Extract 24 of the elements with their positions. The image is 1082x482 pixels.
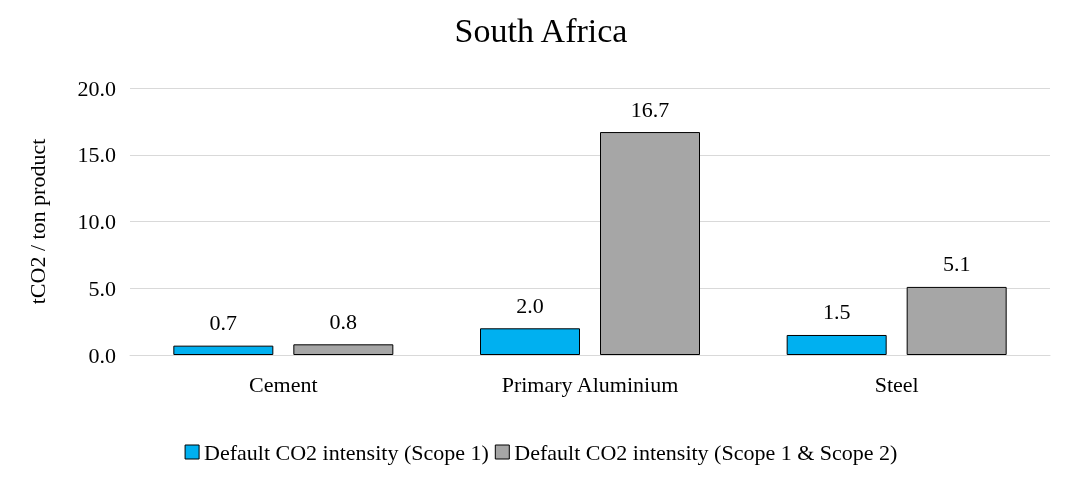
- y-tick-label: 15.0: [77, 142, 116, 168]
- data-label: 0.8: [329, 308, 358, 334]
- data-label: 16.7: [630, 96, 670, 122]
- bar: [480, 328, 580, 355]
- chart-title: South Africa: [454, 11, 628, 49]
- data-label: 5.1: [942, 251, 971, 277]
- bar: [600, 132, 700, 355]
- bar: [786, 334, 887, 355]
- y-tick-label: 10.0: [77, 209, 116, 234]
- x-tick-label: Primary Aluminium: [501, 371, 679, 397]
- bar: [906, 286, 1007, 355]
- bar: [173, 345, 274, 355]
- y-axis-title: tCO2 / ton product: [24, 138, 50, 305]
- y-tick-label: 20.0: [77, 75, 116, 101]
- data-label: 0.7: [209, 310, 238, 336]
- legend-label: Default CO2 intensity (Scope 1 & Scope 2): [514, 439, 898, 465]
- x-tick-label: Steel: [874, 371, 919, 397]
- y-tick-label: 5.0: [88, 275, 116, 301]
- data-label: 1.5: [822, 299, 851, 325]
- x-tick-label: Cement: [249, 371, 318, 397]
- y-tick-label: 0.0: [88, 342, 116, 368]
- bar: [293, 344, 394, 355]
- legend-label: Default CO2 intensity (Scope 1): [204, 439, 489, 465]
- data-label: 2.0: [516, 292, 544, 318]
